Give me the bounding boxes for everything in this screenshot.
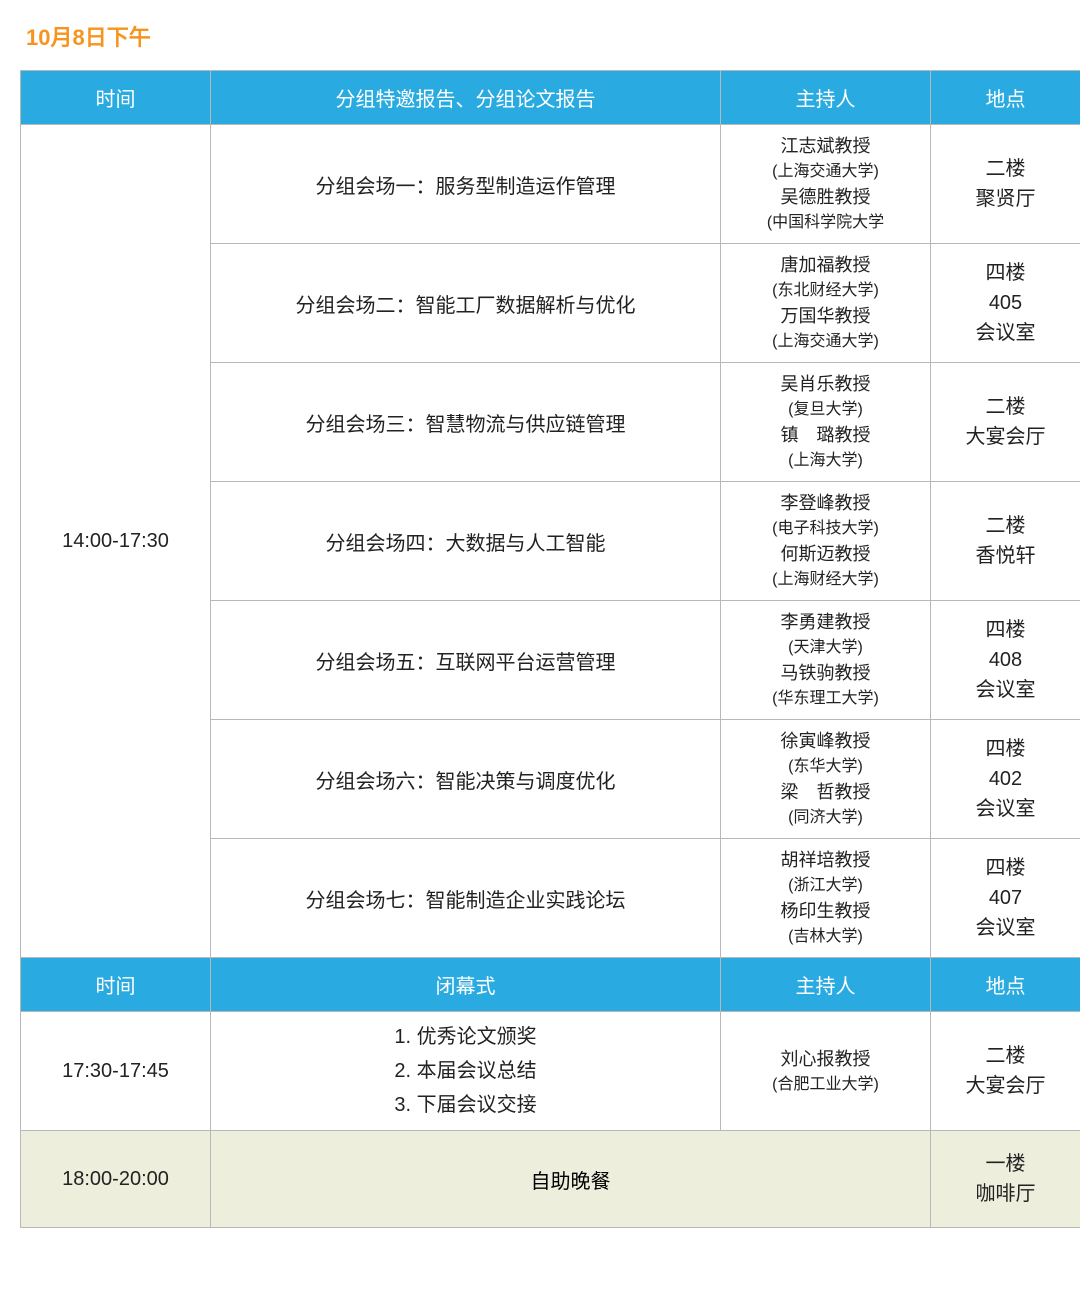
location-line: 会议室 bbox=[935, 675, 1076, 705]
location-line: 会议室 bbox=[935, 318, 1076, 348]
location-line: 四楼 bbox=[935, 615, 1076, 645]
location-cell: 四楼 402 会议室 bbox=[931, 720, 1080, 839]
topic-cell: 分组会场六：智能决策与调度优化 bbox=[211, 720, 721, 839]
header-time: 时间 bbox=[21, 71, 211, 125]
location-line: 二楼 bbox=[935, 392, 1076, 422]
host-cell: 李勇建教授 (天津大学) 马铁驹教授 (华东理工大学) bbox=[721, 601, 931, 720]
dinner-label: 自助晚餐 bbox=[211, 1131, 931, 1228]
host-affiliation: (同济大学) bbox=[725, 806, 926, 830]
host-name: 何斯迈教授 bbox=[725, 541, 926, 568]
location-line: 聚贤厅 bbox=[935, 184, 1076, 214]
closing-items-cell: 1. 优秀论文颁奖 2. 本届会议总结 3. 下届会议交接 bbox=[211, 1012, 721, 1131]
header-host: 主持人 bbox=[721, 71, 931, 125]
schedule-table: 时间 分组特邀报告、分组论文报告 主持人 地点 14:00-17:30 分组会场… bbox=[20, 70, 1080, 1228]
location-line: 会议室 bbox=[935, 913, 1076, 943]
location-line: 402 bbox=[935, 764, 1076, 794]
location-line: 四楼 bbox=[935, 258, 1076, 288]
host-name: 镇 璐教授 bbox=[725, 422, 926, 449]
host-name: 李勇建教授 bbox=[725, 609, 926, 636]
closing-item: 2. 本届会议总结 bbox=[394, 1054, 536, 1088]
table-header-closing: 时间 闭幕式 主持人 地点 bbox=[21, 958, 1080, 1012]
location-line: 大宴会厅 bbox=[935, 1071, 1076, 1101]
table-row-dinner: 18:00-20:00 自助晚餐 一楼 咖啡厅 bbox=[21, 1131, 1080, 1228]
page-title: 10月8日下午 bbox=[20, 20, 1060, 52]
location-line: 咖啡厅 bbox=[935, 1179, 1076, 1209]
host-affiliation: (复旦大学) bbox=[725, 398, 926, 422]
topic-cell: 分组会场五：互联网平台运营管理 bbox=[211, 601, 721, 720]
host-cell: 吴肖乐教授 (复旦大学) 镇 璐教授 (上海大学) bbox=[721, 363, 931, 482]
topic-cell: 分组会场一：服务型制造运作管理 bbox=[211, 125, 721, 244]
host-name: 吴德胜教授 bbox=[725, 184, 926, 211]
location-cell: 一楼 咖啡厅 bbox=[931, 1131, 1080, 1228]
closing-item: 3. 下届会议交接 bbox=[394, 1088, 536, 1122]
host-affiliation: (合肥工业大学) bbox=[725, 1073, 926, 1097]
closing-item: 1. 优秀论文颁奖 bbox=[394, 1020, 536, 1054]
location-line: 二楼 bbox=[935, 154, 1076, 184]
host-cell: 唐加福教授 (东北财经大学) 万国华教授 (上海交通大学) bbox=[721, 244, 931, 363]
location-line: 407 bbox=[935, 883, 1076, 913]
location-line: 405 bbox=[935, 288, 1076, 318]
topic-cell: 分组会场七：智能制造企业实践论坛 bbox=[211, 839, 721, 958]
location-cell: 四楼 408 会议室 bbox=[931, 601, 1080, 720]
location-cell: 四楼 407 会议室 bbox=[931, 839, 1080, 958]
host-affiliation: (上海大学) bbox=[725, 449, 926, 473]
host-name: 唐加福教授 bbox=[725, 252, 926, 279]
location-line: 会议室 bbox=[935, 794, 1076, 824]
topic-cell: 分组会场四：大数据与人工智能 bbox=[211, 482, 721, 601]
location-cell: 二楼 香悦轩 bbox=[931, 482, 1080, 601]
host-cell: 李登峰教授 (电子科技大学) 何斯迈教授 (上海财经大学) bbox=[721, 482, 931, 601]
header-topic: 闭幕式 bbox=[211, 958, 721, 1012]
host-affiliation: (天津大学) bbox=[725, 636, 926, 660]
location-line: 二楼 bbox=[935, 1041, 1076, 1071]
time-cell: 14:00-17:30 bbox=[21, 125, 211, 958]
host-name: 江志斌教授 bbox=[725, 133, 926, 160]
host-name: 万国华教授 bbox=[725, 303, 926, 330]
header-loc: 地点 bbox=[931, 71, 1080, 125]
location-line: 大宴会厅 bbox=[935, 422, 1076, 452]
host-affiliation: (上海财经大学) bbox=[725, 568, 926, 592]
location-line: 一楼 bbox=[935, 1149, 1076, 1179]
host-cell: 刘心报教授 (合肥工业大学) bbox=[721, 1012, 931, 1131]
host-name: 梁 哲教授 bbox=[725, 779, 926, 806]
location-line: 香悦轩 bbox=[935, 541, 1076, 571]
table-row-closing: 17:30-17:45 1. 优秀论文颁奖 2. 本届会议总结 3. 下届会议交… bbox=[21, 1012, 1080, 1131]
host-affiliation: (浙江大学) bbox=[725, 874, 926, 898]
host-name: 刘心报教授 bbox=[725, 1046, 926, 1073]
host-affiliation: (电子科技大学) bbox=[725, 517, 926, 541]
host-name: 徐寅峰教授 bbox=[725, 728, 926, 755]
location-cell: 二楼 大宴会厅 bbox=[931, 363, 1080, 482]
host-affiliation: (东北财经大学) bbox=[725, 279, 926, 303]
header-topic: 分组特邀报告、分组论文报告 bbox=[211, 71, 721, 125]
location-cell: 二楼 聚贤厅 bbox=[931, 125, 1080, 244]
host-name: 胡祥培教授 bbox=[725, 847, 926, 874]
host-affiliation: (上海交通大学) bbox=[725, 160, 926, 184]
location-line: 408 bbox=[935, 645, 1076, 675]
location-line: 四楼 bbox=[935, 853, 1076, 883]
host-affiliation: (东华大学) bbox=[725, 755, 926, 779]
location-cell: 四楼 405 会议室 bbox=[931, 244, 1080, 363]
host-affiliation: (中国科学院大学 bbox=[725, 211, 926, 235]
header-time: 时间 bbox=[21, 958, 211, 1012]
time-cell: 17:30-17:45 bbox=[21, 1012, 211, 1131]
header-host: 主持人 bbox=[721, 958, 931, 1012]
host-name: 马铁驹教授 bbox=[725, 660, 926, 687]
table-header-sessions: 时间 分组特邀报告、分组论文报告 主持人 地点 bbox=[21, 71, 1080, 125]
host-affiliation: (华东理工大学) bbox=[725, 687, 926, 711]
header-loc: 地点 bbox=[931, 958, 1080, 1012]
location-line: 四楼 bbox=[935, 734, 1076, 764]
time-cell: 18:00-20:00 bbox=[21, 1131, 211, 1228]
location-cell: 二楼 大宴会厅 bbox=[931, 1012, 1080, 1131]
host-cell: 江志斌教授 (上海交通大学) 吴德胜教授 (中国科学院大学 bbox=[721, 125, 931, 244]
host-name: 李登峰教授 bbox=[725, 490, 926, 517]
host-cell: 徐寅峰教授 (东华大学) 梁 哲教授 (同济大学) bbox=[721, 720, 931, 839]
host-name: 杨印生教授 bbox=[725, 898, 926, 925]
location-line: 二楼 bbox=[935, 511, 1076, 541]
host-name: 吴肖乐教授 bbox=[725, 371, 926, 398]
topic-cell: 分组会场二：智能工厂数据解析与优化 bbox=[211, 244, 721, 363]
host-affiliation: (吉林大学) bbox=[725, 925, 926, 949]
topic-cell: 分组会场三：智慧物流与供应链管理 bbox=[211, 363, 721, 482]
host-cell: 胡祥培教授 (浙江大学) 杨印生教授 (吉林大学) bbox=[721, 839, 931, 958]
table-row: 14:00-17:30 分组会场一：服务型制造运作管理 江志斌教授 (上海交通大… bbox=[21, 125, 1080, 244]
host-affiliation: (上海交通大学) bbox=[725, 330, 926, 354]
